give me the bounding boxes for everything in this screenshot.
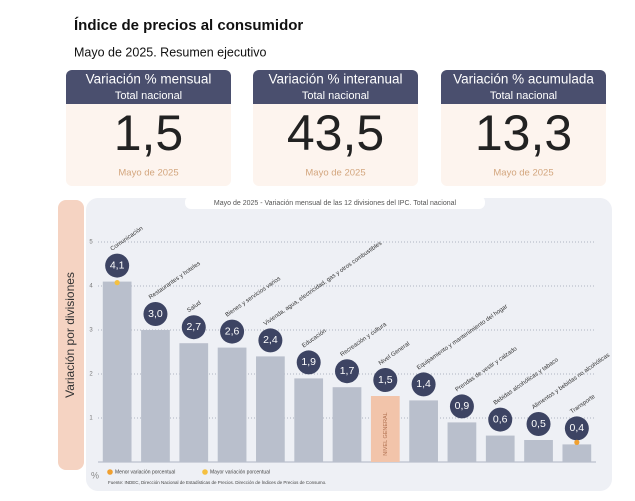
bar: [332, 387, 362, 462]
card-scope: Total nacional: [490, 90, 557, 102]
value-bubble: [373, 368, 398, 392]
bar: [217, 347, 247, 462]
value-bubble: [220, 319, 245, 344]
y-unit: %: [91, 470, 99, 480]
chart-title: Mayo de 2025 - Variación mensual de las …: [214, 200, 457, 207]
value-label: 0,4: [570, 422, 585, 434]
bar: [294, 378, 324, 462]
value-bubble: [526, 412, 551, 436]
bar: [562, 444, 592, 462]
bar: [102, 281, 132, 462]
legend-dot: [202, 469, 208, 475]
value-label: 1,7: [340, 365, 355, 377]
legend-label: Menor variación porcentual: [115, 469, 175, 475]
card-period: Mayo de 2025: [493, 168, 553, 179]
y-label: Variación por divisiones: [63, 272, 77, 398]
card-scope: Total nacional: [302, 90, 369, 102]
value-label: 0,6: [493, 413, 508, 425]
card-value: 13,3: [475, 105, 572, 161]
y-tick-label: 1: [89, 416, 93, 422]
card-title: Variación % interanual: [268, 72, 402, 87]
bar: [524, 440, 553, 462]
y-strip: [58, 200, 84, 470]
legend-dot: [107, 469, 113, 475]
chart-title-bg: [185, 196, 485, 209]
legend-label: Mayor variación porcentual: [210, 469, 270, 475]
bar: [179, 343, 209, 462]
card-value: 1,5: [114, 105, 184, 161]
card-header: [253, 70, 418, 104]
bar-label: NIVEL GENERAL: [383, 412, 389, 456]
subtitle: Mayo de 2025. Resumen ejecutivo: [74, 45, 267, 59]
bar: [370, 396, 400, 462]
value-label: 4,1: [110, 259, 125, 271]
card-title: Variación % mensual: [86, 72, 212, 87]
value-bubble: [449, 394, 474, 419]
min-marker: [574, 439, 580, 445]
card-header: [66, 70, 231, 104]
title: Índice de precios al consumidor: [74, 17, 303, 34]
value-bubble: [181, 315, 206, 340]
card-period: Mayo de 2025: [305, 168, 365, 179]
value-bubble: [105, 253, 130, 278]
value-label: 3,0: [148, 308, 163, 320]
value-label: 1,9: [301, 356, 316, 368]
bar: [485, 435, 515, 462]
value-bubble: [335, 359, 359, 384]
card-value: 43,5: [287, 105, 384, 161]
y-tick-label: 5: [89, 240, 93, 246]
value-bubble: [411, 372, 436, 397]
card-period: Mayo de 2025: [118, 168, 178, 179]
value-bubble: [296, 350, 321, 375]
card-scope: Total nacional: [115, 90, 182, 102]
value-bubble: [143, 302, 168, 326]
card-title: Variación % acumulada: [453, 72, 594, 87]
card-header: [441, 70, 606, 104]
value-bubble: [488, 407, 513, 432]
bar: [141, 330, 170, 462]
bar: [447, 422, 477, 462]
bar: [409, 400, 438, 462]
source: Fuente: INDEC, Dirección Nacional de Est…: [108, 479, 326, 485]
value-bubble: [258, 328, 283, 353]
value-label: 0,5: [531, 418, 546, 430]
y-tick-label: 4: [89, 284, 93, 290]
value-label: 2,4: [263, 334, 278, 346]
y-tick-label: 3: [89, 328, 93, 334]
bar: [256, 356, 285, 462]
value-label: 1,4: [416, 378, 431, 390]
value-label: 0,9: [455, 400, 470, 412]
value-bubble: [564, 416, 589, 441]
value-label: 2,6: [225, 325, 240, 337]
max-marker: [114, 280, 120, 286]
chart-panel: [86, 198, 612, 491]
y-tick-label: 2: [89, 372, 93, 378]
value-label: 2,7: [186, 321, 201, 333]
value-label: 1,5: [378, 374, 393, 386]
